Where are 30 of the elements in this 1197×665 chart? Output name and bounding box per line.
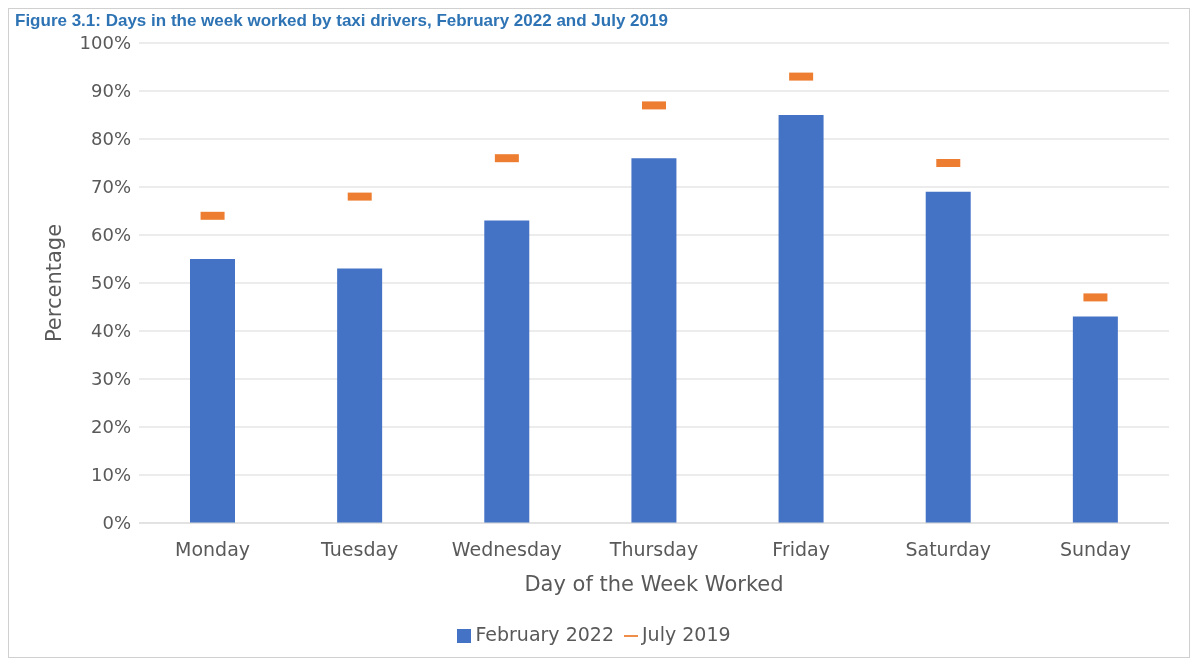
x-tick-label: Saturday <box>905 538 992 561</box>
y-tick-label: 10% <box>90 464 131 486</box>
legend-label: February 2022 <box>475 623 615 645</box>
x-tick-label: Monday <box>175 538 251 561</box>
y-tick-label: 40% <box>90 320 131 342</box>
chart-title: Figure 3.1: Days in the week worked by taxi drivers, February 2022 and July 2019 <box>15 11 668 30</box>
y-tick-label: 30% <box>90 368 131 390</box>
y-tick-label: 50% <box>90 272 131 294</box>
bar <box>778 115 824 523</box>
bar <box>1072 316 1118 523</box>
x-tick-label: Sunday <box>1059 538 1131 561</box>
bar <box>925 191 971 523</box>
y-tick-label: 90% <box>90 80 131 102</box>
y-tick-label: 20% <box>90 416 131 438</box>
bar <box>484 220 530 523</box>
legend-label: July 2019 <box>642 623 731 645</box>
x-axis-title: Day of the Week Worked <box>524 572 784 596</box>
y-tick-label: 70% <box>90 176 131 198</box>
x-tick-label: Tuesday <box>320 538 399 561</box>
y-tick-label: 60% <box>90 224 131 246</box>
y-tick-label: 80% <box>90 128 131 150</box>
bar <box>337 268 383 523</box>
y-axis-title: Percentage <box>42 223 67 343</box>
bar <box>190 259 235 523</box>
x-tick-label: Friday <box>772 538 830 561</box>
y-tick-label: 0% <box>102 512 131 534</box>
bar <box>631 158 677 523</box>
y-tick-label: 100% <box>79 32 131 54</box>
x-tick-label: Wednesday <box>451 538 562 561</box>
x-tick-label: Thursday <box>608 538 699 561</box>
